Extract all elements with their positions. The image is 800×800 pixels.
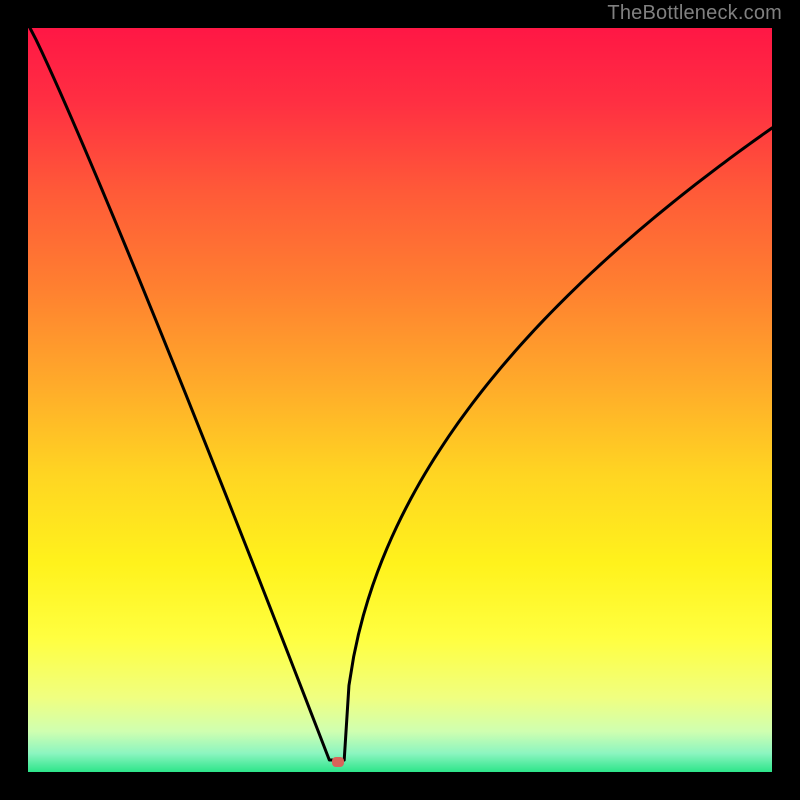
minimum-marker bbox=[332, 757, 344, 767]
plot-background bbox=[28, 28, 772, 772]
chart-svg bbox=[0, 0, 800, 800]
watermark-text: TheBottleneck.com bbox=[607, 2, 782, 25]
bottleneck-chart: TheBottleneck.com bbox=[0, 0, 800, 800]
